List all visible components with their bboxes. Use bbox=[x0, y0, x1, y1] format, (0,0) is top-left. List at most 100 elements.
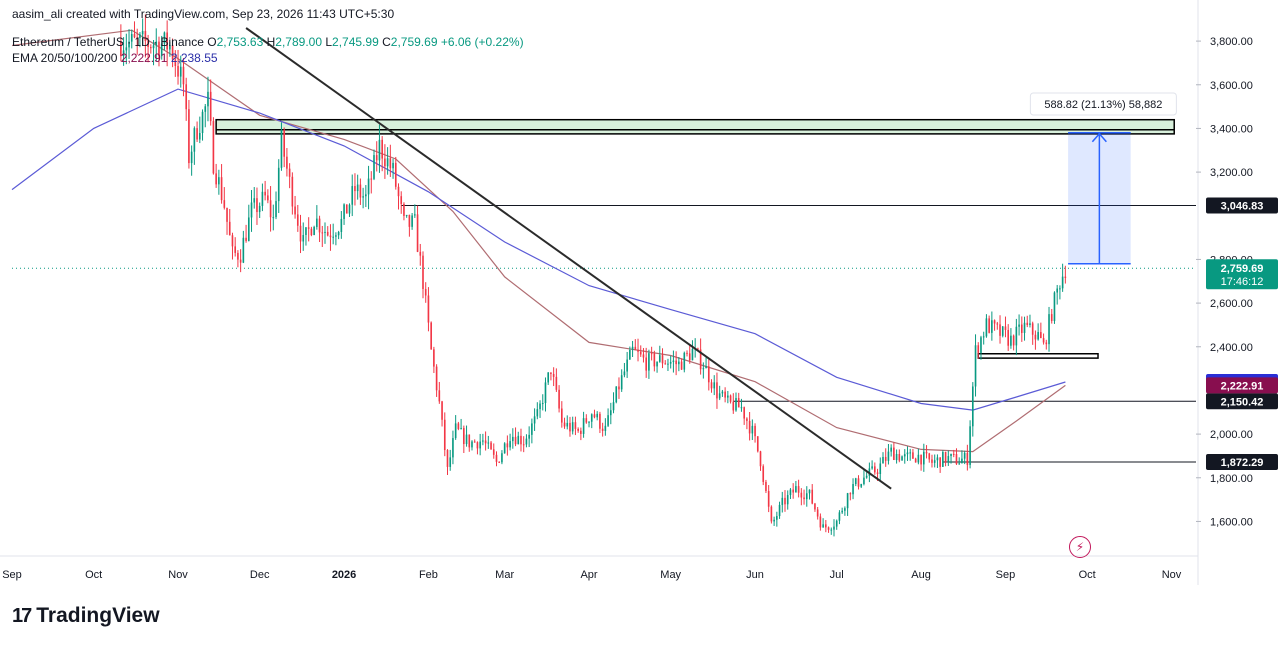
candle-body bbox=[155, 41, 158, 46]
candle-body bbox=[177, 65, 179, 77]
candle-body bbox=[1056, 288, 1059, 293]
candle-body bbox=[228, 221, 231, 236]
candle-body bbox=[955, 454, 958, 465]
candle-body bbox=[209, 91, 212, 122]
open-value: 2,753.63 bbox=[216, 35, 264, 49]
candle-body bbox=[386, 158, 389, 167]
candle-body bbox=[740, 407, 743, 409]
candle-body bbox=[822, 524, 824, 528]
close-label: C bbox=[382, 35, 391, 49]
tradingview-logo[interactable]: 17 TradingView bbox=[12, 604, 160, 628]
candle-body bbox=[1045, 342, 1048, 345]
candle-body bbox=[667, 363, 669, 365]
candle-body bbox=[272, 217, 275, 219]
candle-body bbox=[1037, 332, 1039, 340]
low-label: L bbox=[325, 35, 333, 49]
candle-series bbox=[120, 14, 1067, 537]
lightning-icon[interactable]: ⚡ bbox=[1069, 536, 1091, 558]
candle-body bbox=[531, 423, 533, 435]
candle-body bbox=[291, 176, 294, 207]
candle-body bbox=[277, 167, 280, 202]
x-tick-label: Apr bbox=[580, 569, 597, 581]
candle-body bbox=[661, 355, 664, 364]
candle-body bbox=[971, 386, 974, 427]
candle-body bbox=[1064, 276, 1067, 278]
candle-body bbox=[169, 45, 171, 50]
candle-body bbox=[650, 353, 653, 355]
candle-body bbox=[634, 346, 637, 350]
candle-body bbox=[367, 178, 370, 195]
candle-body bbox=[765, 481, 767, 491]
last-price-badge-bg bbox=[1206, 259, 1278, 290]
candle-body bbox=[329, 235, 332, 238]
candle-body bbox=[620, 375, 623, 390]
candle-body bbox=[593, 414, 596, 418]
measure-label: 588.82 (21.13%) 58,882 bbox=[1044, 99, 1162, 111]
candle-body bbox=[476, 442, 479, 449]
candle-body bbox=[985, 318, 988, 337]
candle-body bbox=[424, 288, 427, 296]
candle-body bbox=[969, 426, 971, 465]
time-axis[interactable]: Sep Oct Nov Dec 2026 Feb Mar Apr May Jun Jul Aug Sep… bbox=[2, 569, 1182, 581]
candle-body bbox=[128, 41, 130, 48]
candle-body bbox=[253, 198, 256, 203]
candle-body bbox=[680, 361, 683, 370]
candle-body bbox=[991, 320, 993, 333]
candle-body bbox=[811, 489, 814, 504]
candle-body bbox=[422, 255, 424, 289]
candle-body bbox=[416, 214, 419, 252]
candle-body bbox=[890, 447, 892, 452]
candle-body bbox=[781, 497, 784, 505]
candle-body bbox=[411, 215, 413, 227]
price-axis[interactable]: 1,600.00 1,800.00 2,000.00 2,400.00 2,600.00… bbox=[1196, 36, 1278, 528]
candle-body bbox=[1001, 326, 1004, 336]
candle-body bbox=[849, 493, 852, 495]
candle-body bbox=[699, 349, 702, 370]
candle-body bbox=[275, 201, 277, 218]
candle-body bbox=[226, 207, 228, 222]
x-tick-label: Sep bbox=[2, 569, 22, 581]
ema-label: EMA 20/50/100/200 bbox=[12, 51, 118, 65]
candle-body bbox=[939, 457, 941, 467]
ema-price-badge: 2,222.91 bbox=[1221, 380, 1264, 392]
symbol-legend[interactable]: Ethereum / TetherUS · 1D · Binance O2,75… bbox=[12, 35, 524, 49]
ema-value-1: 2,222.91 bbox=[120, 51, 168, 65]
candle-body bbox=[245, 237, 247, 241]
candle-body bbox=[863, 477, 865, 485]
candle-body bbox=[1023, 322, 1026, 333]
candle-body bbox=[343, 204, 345, 219]
candle-body bbox=[612, 402, 615, 411]
candle-body bbox=[1007, 329, 1010, 346]
candle-body bbox=[1040, 332, 1042, 339]
ema-legend[interactable]: EMA 20/50/100/200 2,222.91 2,238.55 bbox=[12, 51, 218, 65]
candle-body bbox=[280, 130, 283, 168]
candle-body bbox=[563, 422, 566, 427]
candle-body bbox=[857, 478, 860, 487]
candle-body bbox=[648, 353, 650, 371]
candle-body bbox=[963, 452, 966, 459]
candle-body bbox=[242, 237, 245, 263]
candle-body bbox=[267, 195, 269, 201]
candle-body bbox=[193, 128, 196, 152]
candle-body bbox=[784, 497, 786, 505]
y-tick-label: 2,000.00 bbox=[1210, 429, 1253, 441]
candle-body bbox=[816, 509, 819, 517]
candle-body bbox=[819, 516, 822, 528]
candle-body bbox=[307, 227, 310, 229]
candle-body bbox=[536, 409, 539, 417]
candle-body bbox=[163, 32, 166, 44]
candle-body bbox=[789, 489, 792, 496]
candle-body bbox=[419, 251, 422, 256]
candle-body bbox=[1029, 323, 1031, 325]
candle-body bbox=[936, 457, 939, 461]
candle-body bbox=[827, 527, 830, 530]
candle-body bbox=[735, 398, 737, 411]
candle-body bbox=[762, 466, 765, 482]
candle-body bbox=[449, 457, 452, 467]
candle-body bbox=[1034, 334, 1037, 340]
candle-body bbox=[1031, 323, 1034, 335]
candle-body bbox=[522, 444, 525, 446]
candle-body bbox=[122, 50, 125, 57]
candle-body bbox=[552, 373, 555, 377]
